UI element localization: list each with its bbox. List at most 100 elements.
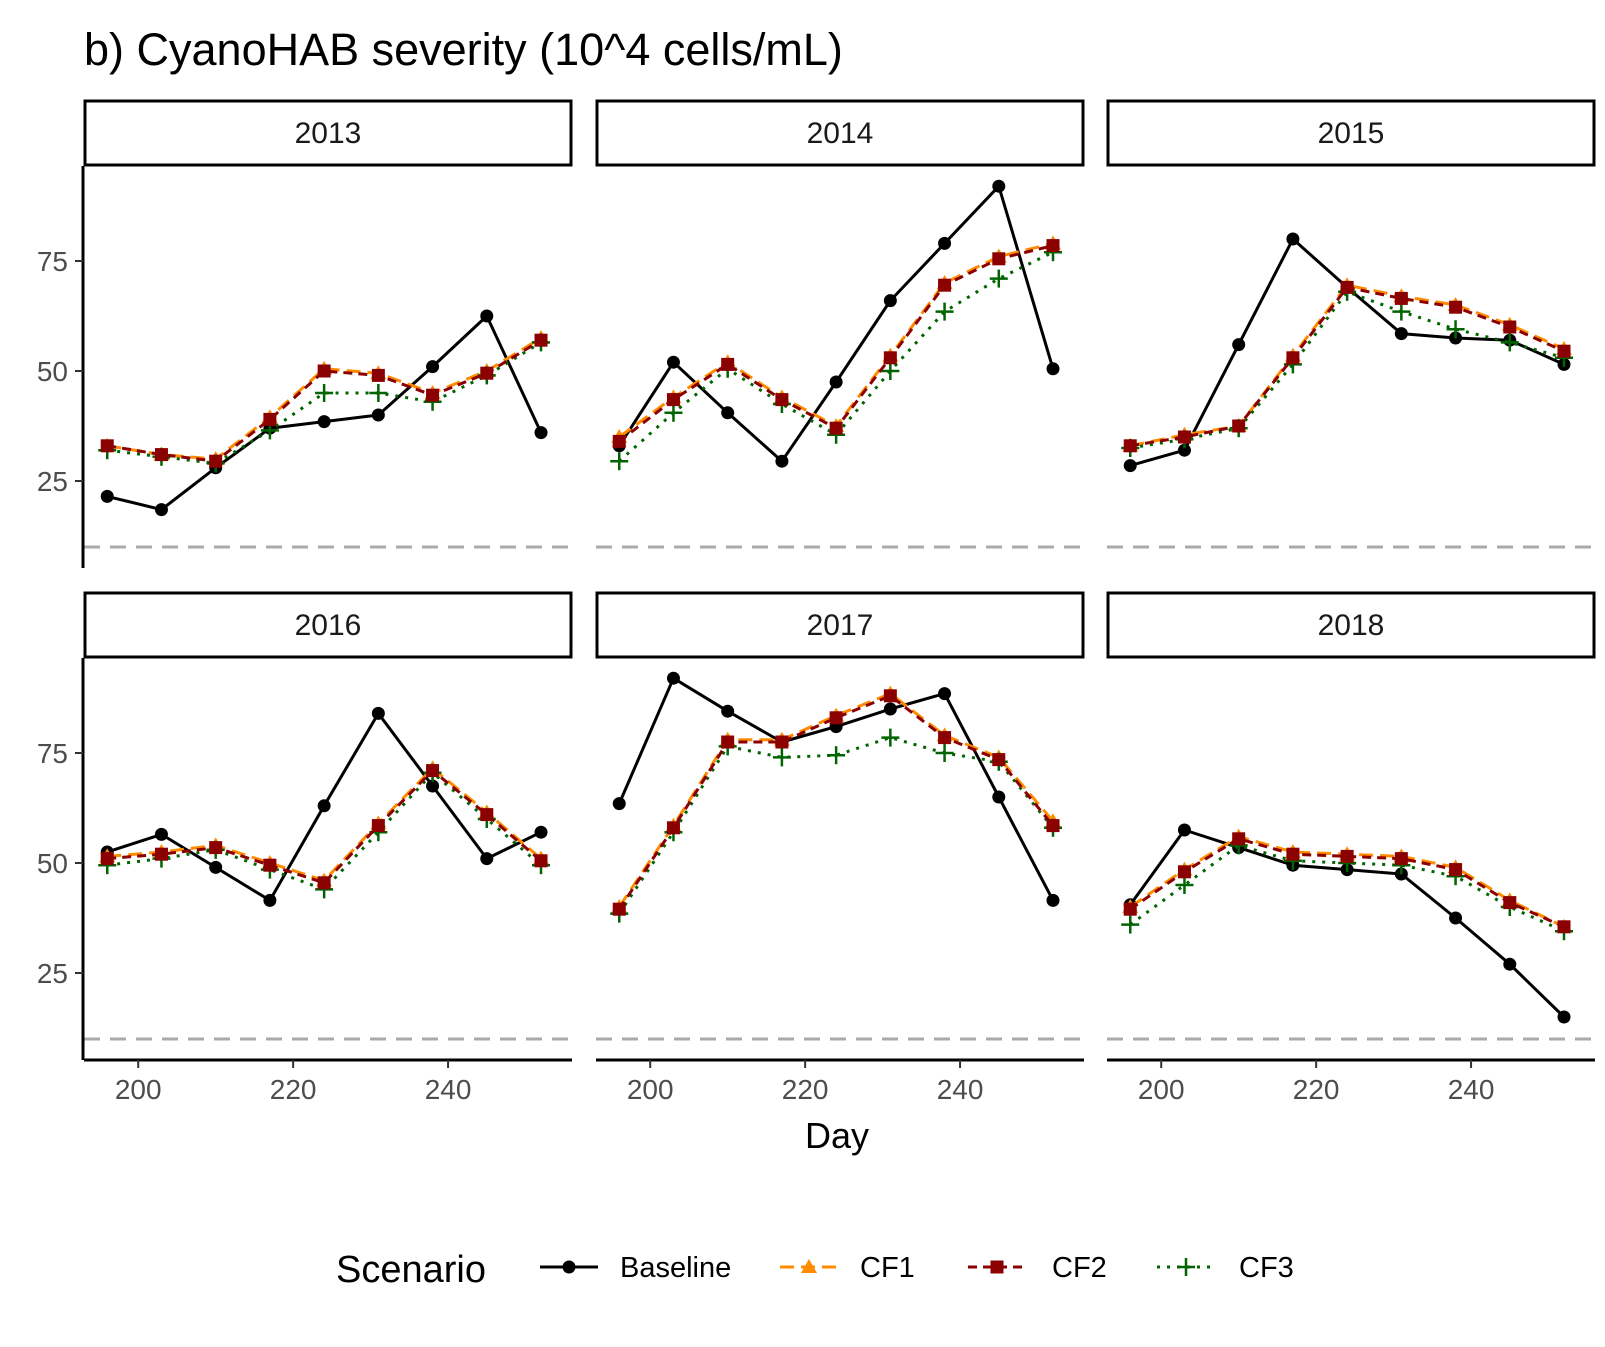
y-tick-label: 50 [37, 356, 68, 387]
data-point-baseline [263, 893, 277, 907]
data-point-cf2 [1046, 819, 1060, 833]
data-point-baseline [1046, 362, 1060, 376]
x-tick-label: 240 [1448, 1074, 1495, 1105]
legend-key-marker [562, 1260, 576, 1274]
data-point-cf2 [317, 876, 331, 890]
data-point-baseline [1046, 893, 1060, 907]
strip-label-2015: 2015 [1318, 117, 1385, 150]
data-point-cf2 [829, 711, 843, 725]
data-point-cf2 [1177, 430, 1191, 444]
data-point-cf2 [938, 278, 952, 292]
series-baseline [612, 179, 1060, 468]
data-point-cf2 [480, 808, 494, 822]
data-point-baseline [1503, 957, 1517, 971]
data-point-cf2 [154, 847, 168, 861]
data-point-baseline [1177, 823, 1191, 837]
data-point-cf2 [775, 393, 789, 407]
x-tick-label: 200 [115, 1074, 162, 1105]
data-point-baseline [371, 408, 385, 422]
series-line-cf3 [107, 771, 542, 891]
data-point-cf3 [1500, 333, 1519, 352]
legend-item-cf3: CF3 [1157, 1252, 1294, 1284]
legend-key-marker [1177, 1258, 1195, 1276]
data-point-cf3 [772, 748, 791, 767]
data-point-cf2 [1046, 239, 1060, 253]
data-point-cf2 [154, 448, 168, 462]
x-tick-label: 220 [1293, 1074, 1340, 1105]
x-tick-label: 200 [1138, 1074, 1185, 1105]
data-point-cf2 [612, 902, 626, 916]
x-tick-label: 220 [270, 1074, 317, 1105]
data-point-cf3 [935, 302, 954, 321]
data-point-cf2 [1340, 849, 1354, 863]
data-point-baseline [883, 294, 897, 308]
data-point-cf2 [1394, 852, 1408, 866]
data-point-cf2 [1503, 320, 1517, 334]
y-tick-label: 75 [37, 738, 68, 769]
data-point-baseline [721, 406, 735, 420]
series-baseline [100, 706, 548, 907]
data-point-cf2 [721, 735, 735, 749]
data-point-baseline [666, 355, 680, 369]
y-tick-label: 25 [37, 466, 68, 497]
data-point-cf2 [1232, 419, 1246, 433]
data-point-cf2 [480, 366, 494, 380]
x-tick-label: 240 [937, 1074, 984, 1105]
series-line-cf1 [1129, 283, 1565, 448]
data-point-cf2 [534, 333, 548, 347]
data-point-cf2 [426, 764, 440, 778]
data-point-cf2 [1232, 832, 1246, 846]
y-tick-label: 75 [37, 246, 68, 277]
y-tick-label: 25 [37, 958, 68, 989]
series-line-cf2 [107, 769, 542, 885]
data-point-baseline [209, 860, 223, 874]
series-cf2 [612, 239, 1060, 448]
data-point-cf2 [938, 731, 952, 745]
panel-2017: 2017 200 220 240 [595, 591, 1085, 1105]
legend-label: CF1 [860, 1252, 915, 1284]
data-point-cf2 [1394, 291, 1408, 305]
panel-2013: 2013 25 50 75 [37, 99, 573, 568]
data-point-cf3 [935, 744, 954, 762]
data-point-baseline [534, 426, 548, 440]
legend-title: Scenario [336, 1249, 486, 1291]
strip-2017 [595, 591, 1085, 659]
data-point-cf3 [610, 452, 629, 471]
panel-2018: 2018 200 220 240 [1106, 591, 1596, 1105]
data-point-baseline [1286, 232, 1300, 246]
data-point-cf2 [371, 819, 385, 833]
data-point-cf2 [209, 841, 223, 855]
series-cf2 [100, 764, 548, 890]
data-point-cf2 [371, 368, 385, 382]
x-axis-label: Day [805, 1115, 869, 1156]
x-tick-label: 240 [425, 1074, 472, 1105]
data-point-cf2 [263, 858, 277, 872]
data-point-baseline [426, 779, 440, 793]
data-point-cf2 [666, 821, 680, 835]
data-point-cf2 [534, 854, 548, 868]
data-point-cf2 [721, 357, 735, 371]
data-point-baseline [992, 790, 1006, 804]
data-point-baseline [1232, 338, 1246, 352]
data-point-cf2 [1340, 280, 1354, 294]
series-line-cf1 [617, 692, 1055, 908]
data-point-baseline [1177, 443, 1191, 457]
data-point-baseline [154, 827, 168, 841]
data-point-cf2 [883, 689, 897, 703]
legend-item-baseline: Baseline [540, 1252, 731, 1284]
data-point-cf2 [829, 421, 843, 435]
series-line-cf3 [617, 736, 1055, 915]
data-point-baseline [317, 415, 331, 429]
panel-2014: 2014 [595, 99, 1085, 549]
strip-label-2013: 2013 [295, 117, 362, 150]
panel-2015: 2015 [1106, 99, 1596, 549]
data-point-baseline [426, 360, 440, 374]
legend-label: CF2 [1052, 1252, 1107, 1284]
data-point-cf2 [1503, 896, 1517, 910]
strip-label-2018: 2018 [1318, 609, 1385, 642]
series-cf2 [612, 689, 1060, 916]
data-point-cf2 [209, 454, 223, 468]
